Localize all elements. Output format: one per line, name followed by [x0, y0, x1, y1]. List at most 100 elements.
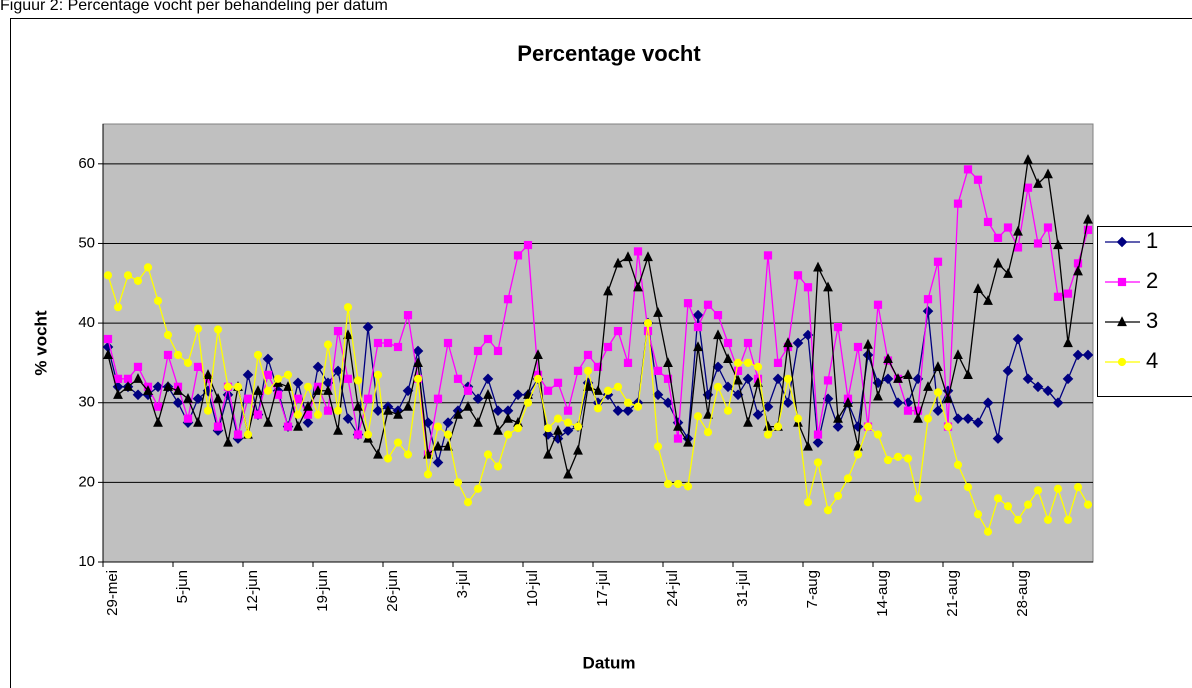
data-point — [613, 326, 623, 336]
data-point — [743, 416, 753, 427]
data-point — [833, 491, 843, 501]
data-point — [293, 420, 303, 431]
data-point — [983, 527, 993, 536]
data-point — [1053, 239, 1063, 250]
data-point — [792, 337, 804, 349]
data-point — [593, 362, 603, 371]
data-point — [1023, 183, 1033, 192]
data-point — [962, 413, 974, 424]
data-point — [812, 437, 824, 448]
data-point — [563, 418, 573, 427]
data-point — [1002, 365, 1014, 377]
data-point — [153, 402, 163, 411]
data-point — [253, 350, 263, 360]
data-point — [192, 393, 204, 405]
data-point — [323, 406, 333, 415]
data-point — [543, 386, 553, 395]
data-point — [743, 358, 753, 368]
data-point — [292, 377, 304, 389]
data-point — [453, 374, 463, 383]
chart-title: Percentage vocht — [517, 41, 701, 66]
data-point — [403, 400, 413, 411]
data-point — [873, 300, 883, 309]
data-point — [692, 309, 704, 321]
data-point — [723, 406, 733, 415]
y-tick-label: 10 — [78, 553, 95, 570]
data-point — [1033, 486, 1043, 495]
data-point — [673, 420, 683, 431]
data-point — [1052, 397, 1064, 409]
data-point — [963, 369, 973, 379]
data-point — [583, 350, 593, 360]
data-point — [332, 365, 344, 377]
data-point — [963, 483, 973, 492]
data-point — [262, 353, 274, 365]
data-point — [172, 397, 184, 409]
data-point — [562, 425, 574, 436]
data-point — [613, 257, 623, 268]
data-point — [213, 393, 223, 403]
data-point — [193, 416, 203, 427]
data-point — [1043, 168, 1053, 179]
data-point — [393, 408, 403, 419]
data-point — [913, 494, 923, 503]
legend-box — [1097, 226, 1192, 397]
x-tick-label: 26-jun — [384, 570, 401, 612]
y-tick-label: 20 — [78, 473, 95, 490]
data-point — [583, 381, 593, 391]
data-point — [512, 389, 524, 401]
data-point — [333, 406, 343, 415]
data-point — [1062, 373, 1074, 385]
data-point — [863, 338, 873, 349]
data-point — [783, 374, 793, 383]
data-point — [493, 346, 503, 356]
data-point — [1063, 289, 1073, 298]
data-point — [483, 334, 493, 344]
data-point — [873, 430, 883, 439]
data-point — [333, 326, 343, 336]
data-point — [973, 510, 983, 519]
data-point — [503, 295, 513, 304]
series — [103, 154, 1093, 479]
data-point — [113, 389, 123, 399]
data-point — [403, 450, 413, 459]
data-point — [413, 374, 423, 383]
data-point — [113, 303, 123, 312]
data-point — [223, 382, 233, 391]
legend-label: 2 — [1146, 268, 1158, 293]
data-point — [813, 261, 823, 272]
data-point — [663, 479, 673, 489]
data-point — [193, 362, 203, 371]
data-point — [153, 416, 163, 427]
data-point — [1023, 154, 1033, 164]
data-point — [713, 329, 723, 340]
data-point — [882, 373, 894, 385]
x-tick-label: 29-mei — [104, 570, 121, 616]
data-point — [193, 324, 203, 333]
data-point — [603, 386, 613, 395]
plot-area: 10 20 30 40 50 60 29-mei 5-jun 12-jun 19-jun 26-ju… — [78, 123, 1094, 617]
data-point — [803, 440, 813, 451]
data-point — [933, 361, 943, 371]
data-point — [972, 417, 984, 428]
data-point — [483, 389, 493, 399]
data-point — [563, 406, 573, 415]
data-point — [183, 393, 193, 403]
data-point — [883, 353, 893, 364]
data-point — [342, 413, 354, 424]
data-point — [273, 374, 283, 383]
data-point — [563, 468, 573, 479]
data-point — [793, 271, 803, 280]
x-tick-label: 24-jul — [664, 570, 681, 607]
data-point — [533, 349, 543, 360]
data-point — [283, 370, 293, 379]
data-point — [213, 325, 223, 334]
data-point — [1003, 267, 1013, 278]
data-point — [213, 422, 223, 431]
data-point — [383, 338, 393, 348]
data-point — [693, 322, 703, 332]
data-point — [1053, 292, 1063, 301]
data-point — [693, 341, 703, 352]
data-point — [673, 479, 683, 489]
data-point — [923, 414, 933, 423]
